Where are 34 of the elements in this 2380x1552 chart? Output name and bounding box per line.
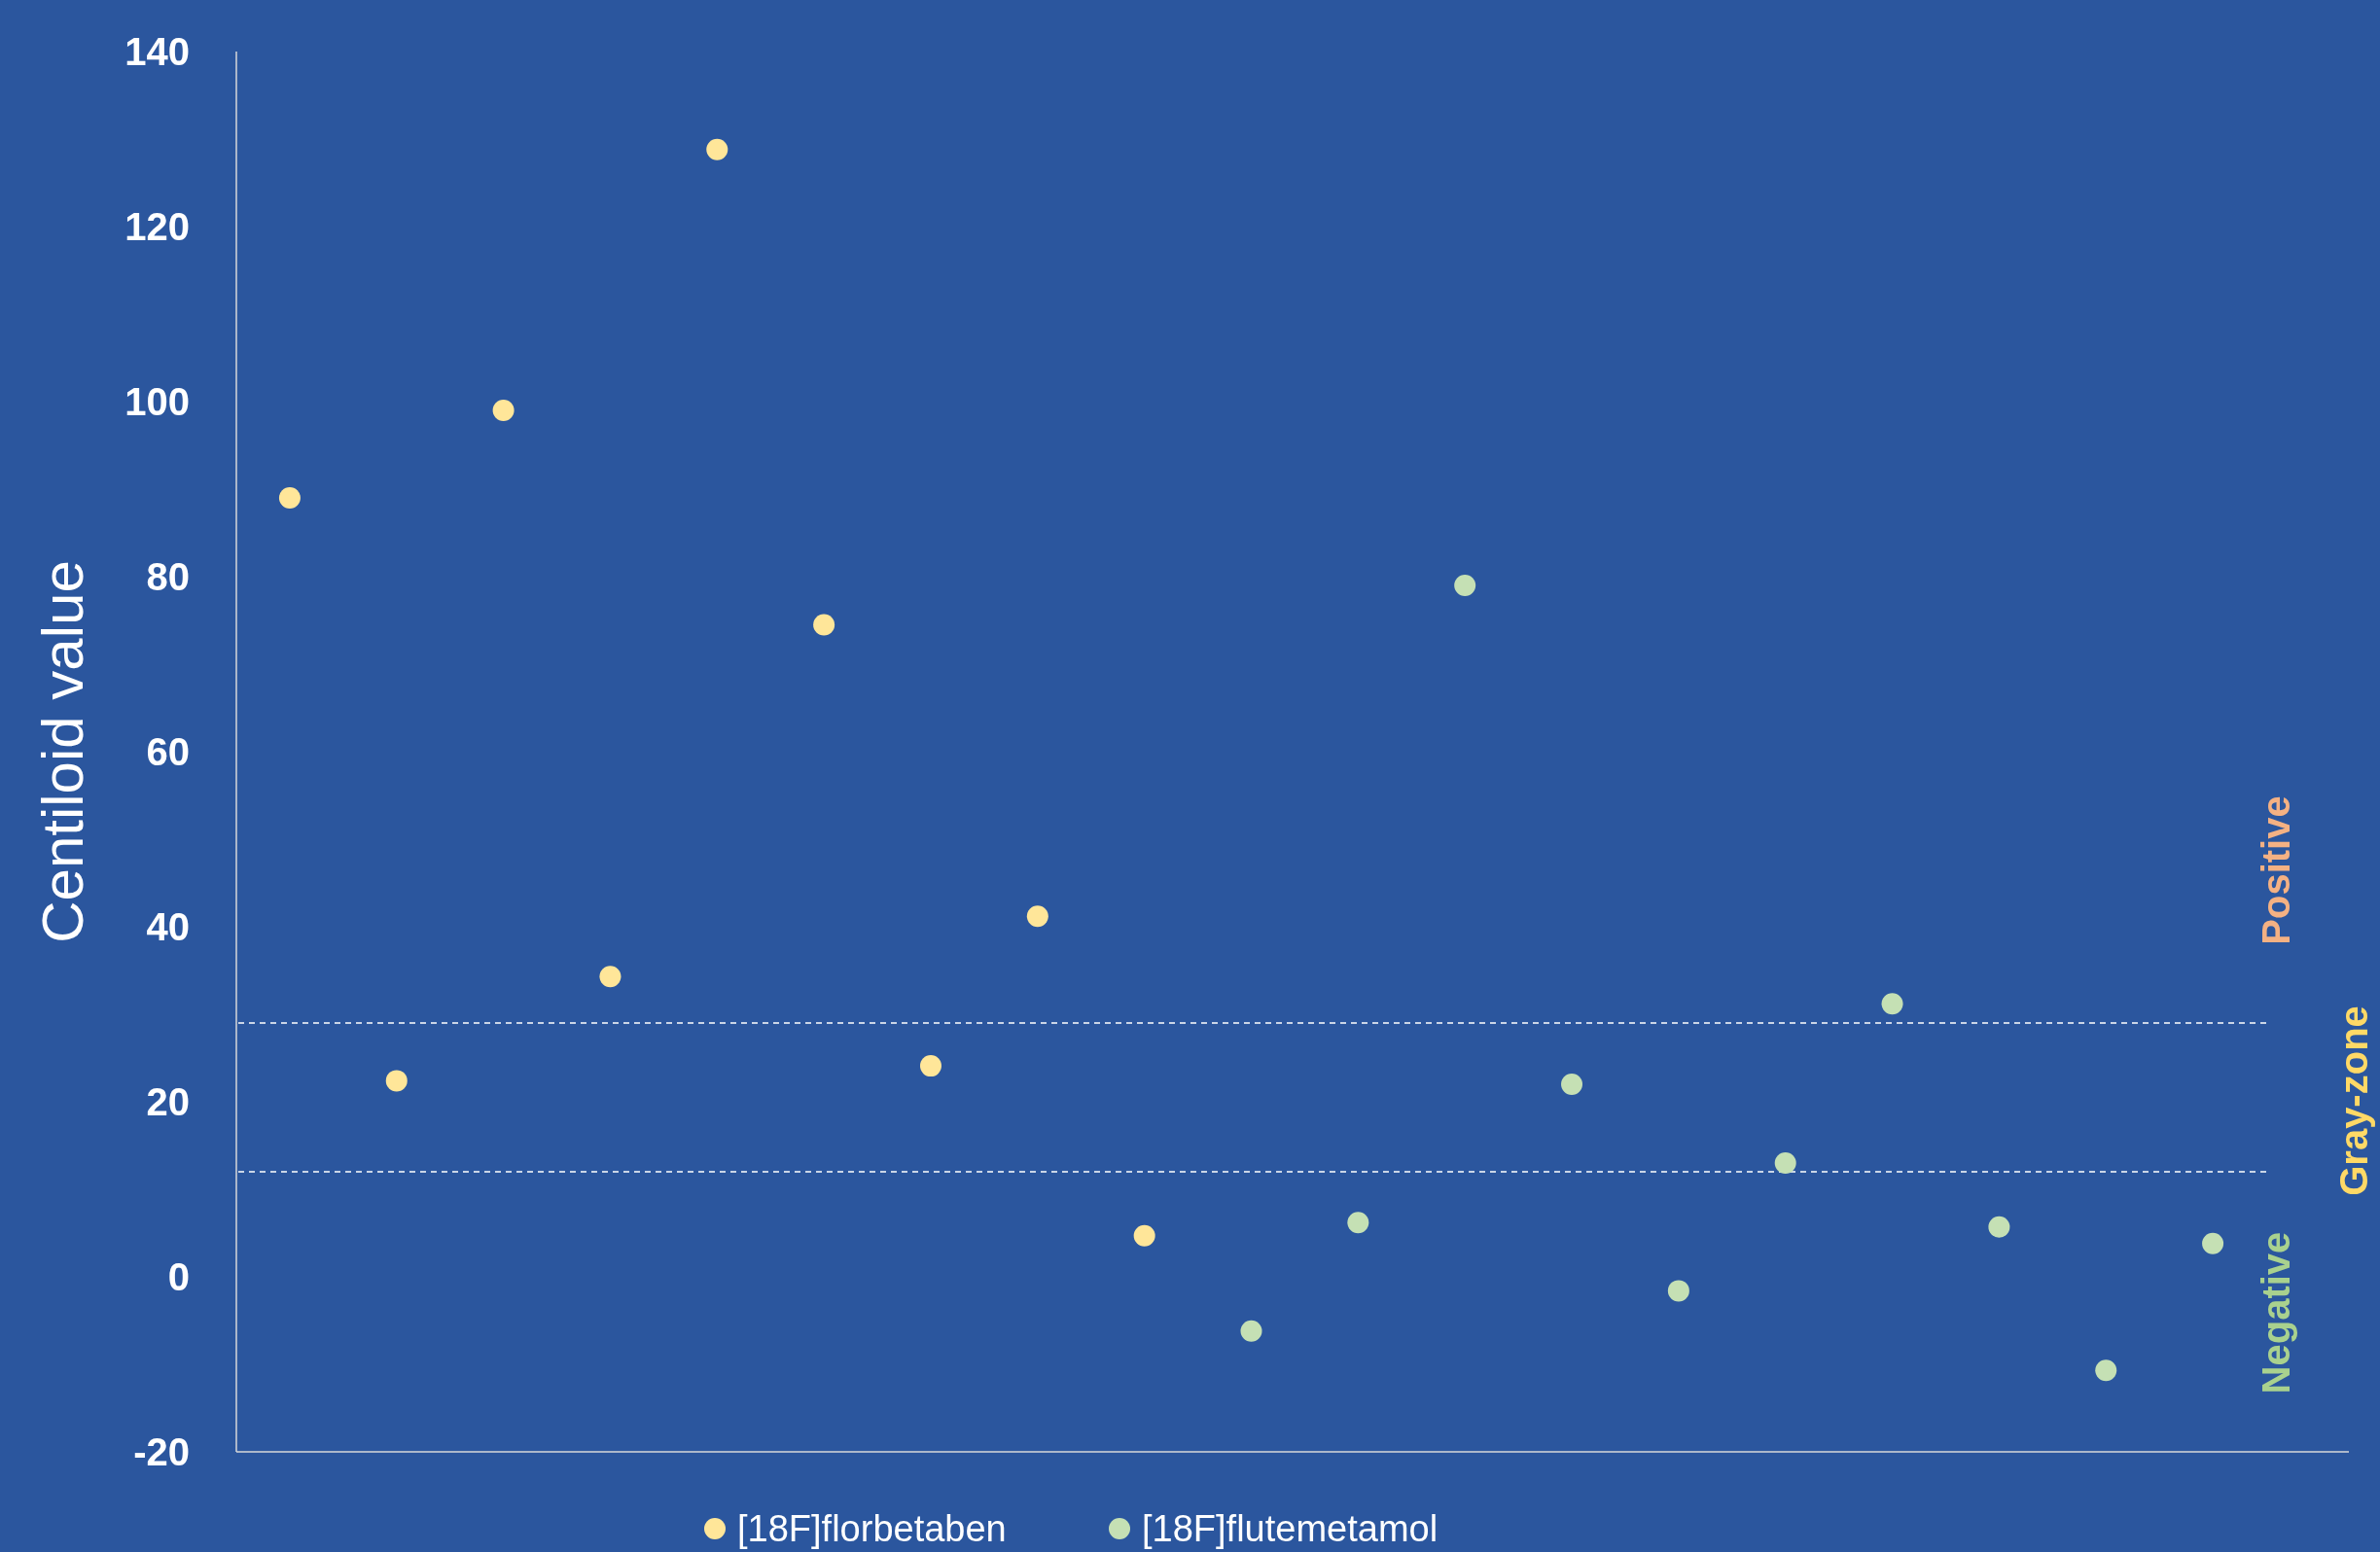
point (1667, 1280, 1689, 1302)
y-tick-label: 100 (124, 380, 190, 423)
y-axis-title: Centiloid value (30, 560, 95, 943)
legend-label: [18F]flutemetamol (1142, 1508, 1439, 1549)
point (706, 138, 728, 160)
y-tick-label: 120 (124, 205, 190, 248)
text: Gray-zone (2332, 1005, 2375, 1196)
y-tick-label: 20 (146, 1080, 190, 1123)
y-tick-label: 80 (146, 555, 190, 598)
point (2095, 1359, 2117, 1382)
point (2202, 1232, 2224, 1254)
point (1774, 1152, 1796, 1174)
point (599, 966, 622, 988)
point (1454, 575, 1476, 596)
point (385, 1070, 408, 1092)
y-tick-label: 60 (146, 730, 190, 773)
point (278, 487, 301, 509)
annotation: Positive (2255, 795, 2297, 945)
annotation: Negative (2255, 1231, 2297, 1394)
point (1881, 993, 1903, 1015)
point (1988, 1216, 2010, 1238)
point (919, 1055, 941, 1077)
y-tick-label: 0 (167, 1255, 190, 1298)
point (1133, 1224, 1155, 1247)
y-tick-label: 40 (146, 905, 190, 948)
point (1561, 1074, 1583, 1095)
point (1347, 1212, 1369, 1234)
legend-label: [18F]florbetaben (737, 1508, 1007, 1549)
point (492, 400, 515, 421)
y-tick-label: -20 (133, 1430, 190, 1473)
y-tick-label: 140 (124, 30, 190, 73)
point (1026, 905, 1048, 928)
point (1240, 1320, 1262, 1342)
point (813, 614, 835, 636)
